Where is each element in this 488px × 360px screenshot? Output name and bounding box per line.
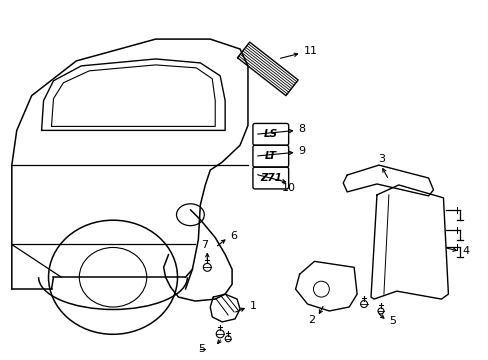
Text: 4: 4 [461, 247, 468, 256]
Text: 2: 2 [307, 315, 314, 325]
Text: 10: 10 [281, 183, 295, 193]
Text: 6: 6 [230, 230, 237, 240]
Text: 5: 5 [198, 344, 205, 354]
Text: 9: 9 [298, 146, 305, 156]
Text: 11: 11 [303, 46, 317, 56]
Text: 8: 8 [298, 125, 305, 134]
Text: Z71: Z71 [259, 173, 281, 183]
Text: 1: 1 [249, 301, 256, 311]
Text: LS: LS [263, 129, 277, 139]
Text: LT: LT [264, 151, 276, 161]
Text: 3: 3 [378, 154, 385, 164]
Text: 7: 7 [201, 240, 207, 251]
Text: 5: 5 [388, 316, 395, 326]
